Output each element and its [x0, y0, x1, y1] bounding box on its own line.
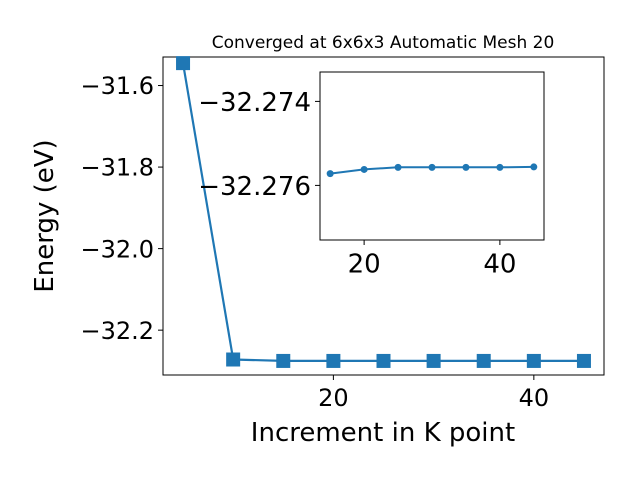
inset-data-point: [462, 163, 470, 171]
main-x-tick-label: 20: [318, 384, 349, 412]
inset-data-point: [496, 163, 504, 171]
inset-plot-frame: [319, 71, 545, 241]
inset-data-point: [428, 163, 436, 171]
chart-title: Converged at 6x6x3 Automatic Mesh 20: [212, 33, 555, 53]
main-y-tick-label: −32.2: [80, 317, 154, 345]
inset-plot: 20 40 −32.276−32.274: [198, 71, 545, 280]
main-y-tick-label: −32.0: [80, 235, 154, 263]
main-data-point: [526, 353, 541, 368]
inset-data-point: [530, 163, 538, 171]
main-data-point: [176, 56, 191, 71]
inset-y-ticks: −32.276 −32.274: [198, 88, 320, 202]
inset-data-point: [360, 165, 368, 173]
main-x-ticks: 20 40: [318, 375, 549, 412]
main-series-marks: [176, 56, 591, 368]
main-y-tick-label: −31.8: [80, 154, 154, 182]
inset-data-point: [326, 170, 334, 178]
inset-series-marks: [326, 163, 538, 178]
inset-y-tick-label: −32.276: [198, 172, 311, 202]
inset-x-tick-label: 40: [483, 250, 516, 280]
inset-data-point: [394, 163, 402, 171]
main-data-point: [276, 353, 291, 368]
y-axis-label: Energy (eV): [30, 139, 60, 292]
main-y-tick-label: −31.6: [80, 72, 154, 100]
inset-y-tick-label: −32.274: [198, 88, 311, 118]
main-data-point: [426, 353, 441, 368]
inset-x-ticks: 20 40: [348, 240, 516, 280]
main-y-ticks: −31.6 −31.8 −32.0 −32.2: [80, 72, 163, 345]
main-data-point: [476, 353, 491, 368]
main-data-point: [326, 353, 341, 368]
main-data-point: [226, 352, 241, 367]
main-plot-frame: [162, 56, 605, 376]
main-x-tick-label: 40: [519, 384, 550, 412]
x-axis-label: Increment in K point: [251, 418, 515, 448]
main-data-point: [576, 353, 591, 368]
inset-x-tick-label: 20: [348, 250, 381, 280]
main-plot: 20 40 −31.6−31.8−32.0−32.2: [80, 56, 605, 412]
main-data-point: [376, 353, 391, 368]
